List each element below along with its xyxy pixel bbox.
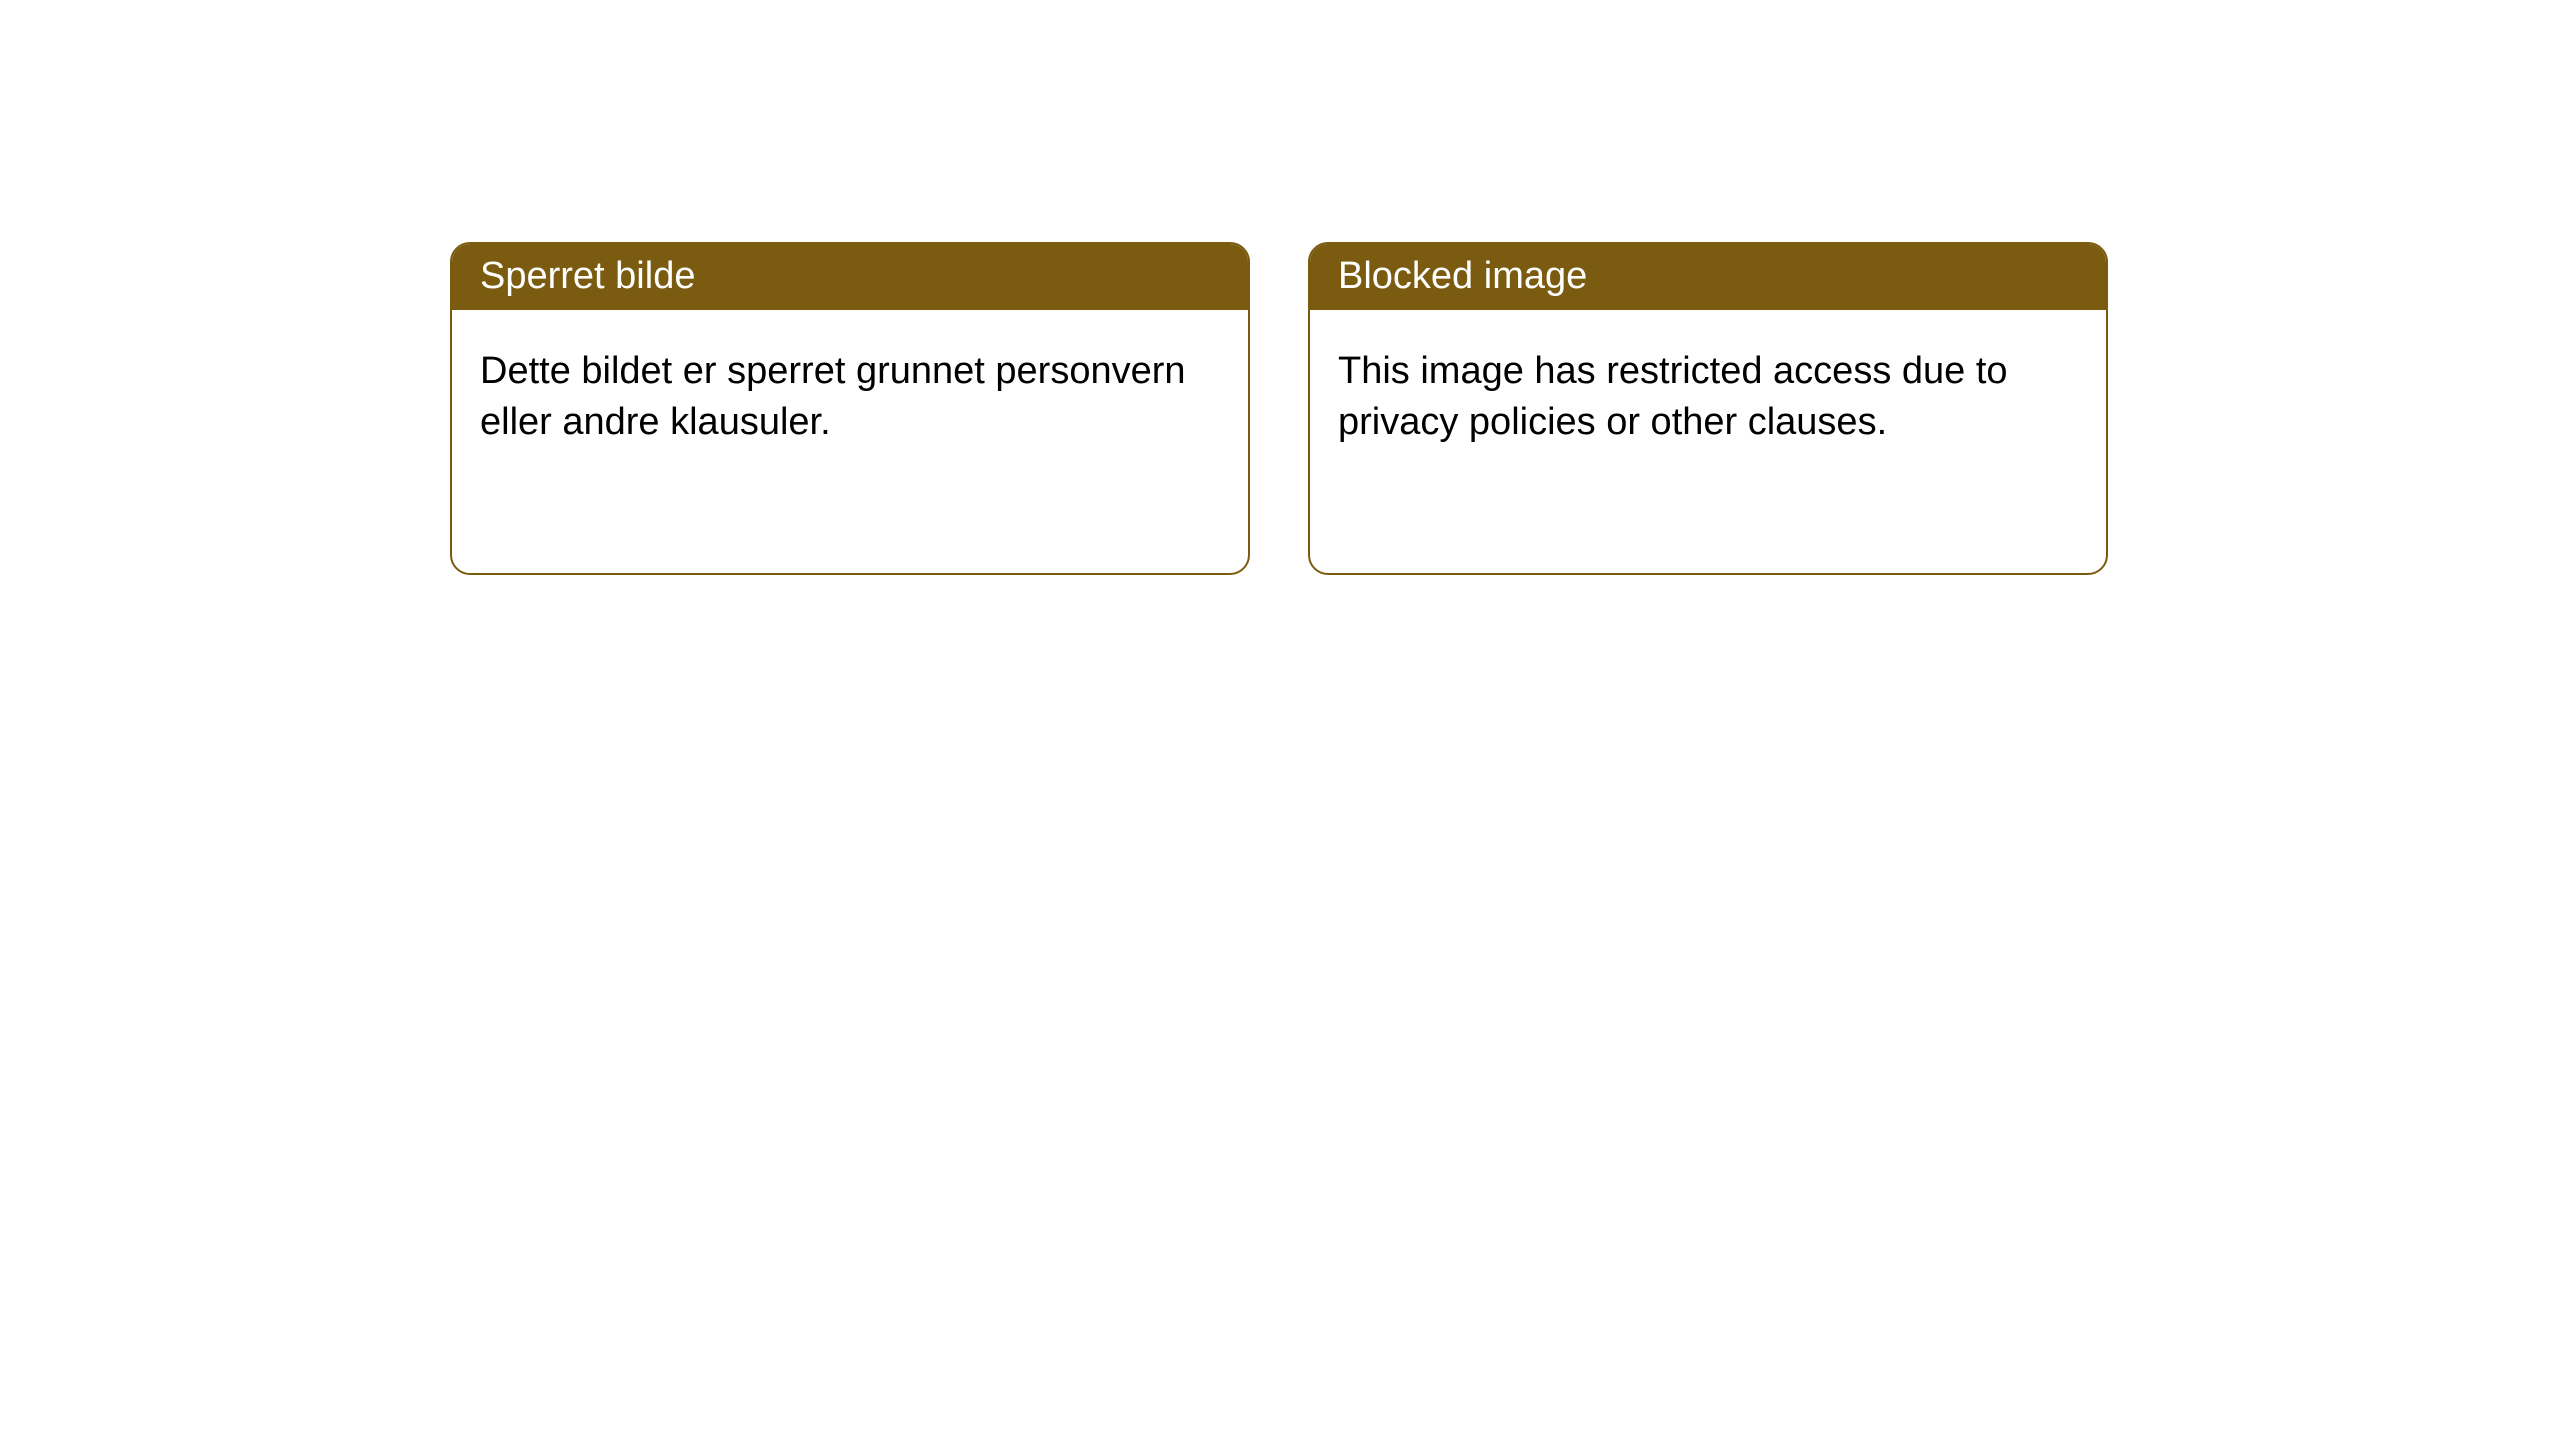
notice-card-english: Blocked image This image has restricted … [1308, 242, 2108, 575]
notice-card-norwegian: Sperret bilde Dette bildet er sperret gr… [450, 242, 1250, 575]
notice-header: Blocked image [1310, 244, 2106, 310]
notice-container: Sperret bilde Dette bildet er sperret gr… [0, 0, 2560, 575]
notice-body: Dette bildet er sperret grunnet personve… [452, 310, 1248, 485]
notice-body: This image has restricted access due to … [1310, 310, 2106, 485]
notice-header: Sperret bilde [452, 244, 1248, 310]
